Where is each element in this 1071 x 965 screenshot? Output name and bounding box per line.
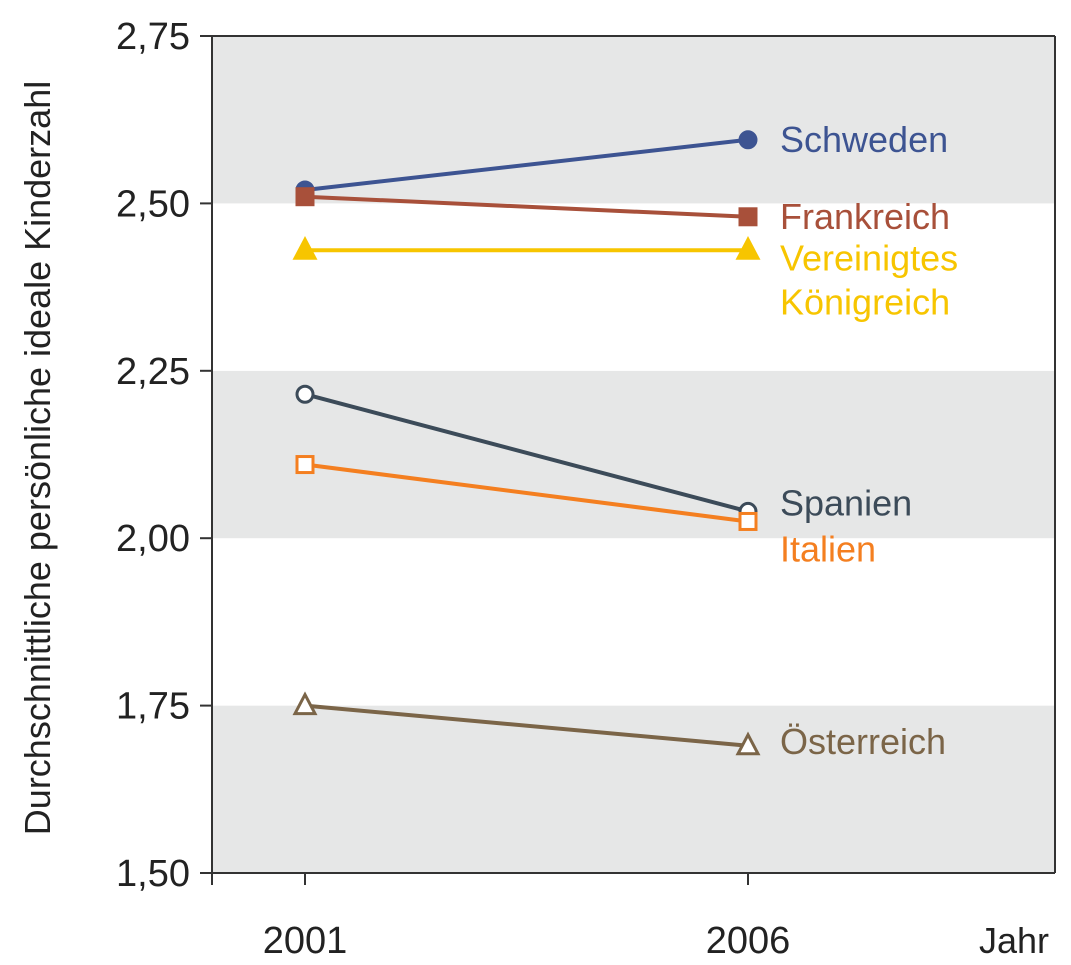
y-tick-label: 1,50: [116, 853, 190, 895]
data-point: [295, 187, 315, 207]
y-tick-label: 1,75: [116, 686, 190, 728]
tick-labels: 1,50 1,75 2,00 2,25 2,50 2,75 2001 2006: [116, 16, 790, 962]
series-line: [303, 392, 750, 514]
data-point: [292, 691, 318, 716]
series-label: Italien: [780, 528, 876, 569]
series-line: [303, 703, 750, 748]
series-label-line: Königreich: [780, 281, 950, 322]
y-axis-label: Durchschnittliche persönliche ideale Kin…: [17, 81, 58, 835]
series-label-line: Schweden: [780, 119, 948, 160]
grid-band: [212, 36, 1055, 204]
y-tick-label: 2,00: [116, 518, 190, 560]
data-point: [295, 455, 315, 475]
grid-band: [212, 538, 1055, 706]
data-point: [738, 207, 758, 227]
background-bands: [212, 36, 1055, 873]
series-label-line: Italien: [780, 528, 876, 569]
axes: [200, 35, 1056, 885]
series-label-line: Spanien: [780, 482, 912, 523]
y-tick-label: 2,75: [116, 16, 190, 58]
series-line: [303, 137, 750, 193]
series-label: Schweden: [780, 119, 948, 160]
series-label-line: Vereinigtes: [780, 237, 958, 278]
x-axis-label: Jahr: [979, 920, 1049, 961]
series-label: Spanien: [780, 482, 912, 523]
series-label-line: Frankreich: [780, 196, 950, 237]
series-lines: [303, 137, 750, 748]
data-point: [738, 130, 758, 150]
series-label: Österreich: [780, 721, 946, 762]
series-label: Frankreich: [780, 196, 950, 237]
data-point: [292, 236, 318, 260]
data-point: [738, 511, 758, 531]
series-label-line: Österreich: [780, 721, 946, 762]
data-point: [735, 731, 761, 756]
series-markers: [292, 130, 761, 756]
x-tick-label: 2006: [706, 920, 791, 962]
data-point: [295, 384, 315, 404]
series-label: Vereinigtes Königreich: [780, 237, 958, 322]
y-tick-label: 2,50: [116, 183, 190, 225]
series-line: [303, 194, 750, 219]
y-tick-label: 2,25: [116, 351, 190, 393]
series-line: [303, 462, 750, 524]
data-point: [735, 236, 761, 260]
x-tick-label: 2001: [263, 920, 348, 962]
grid-band: [212, 370, 1055, 539]
grid-band: [212, 203, 1055, 371]
